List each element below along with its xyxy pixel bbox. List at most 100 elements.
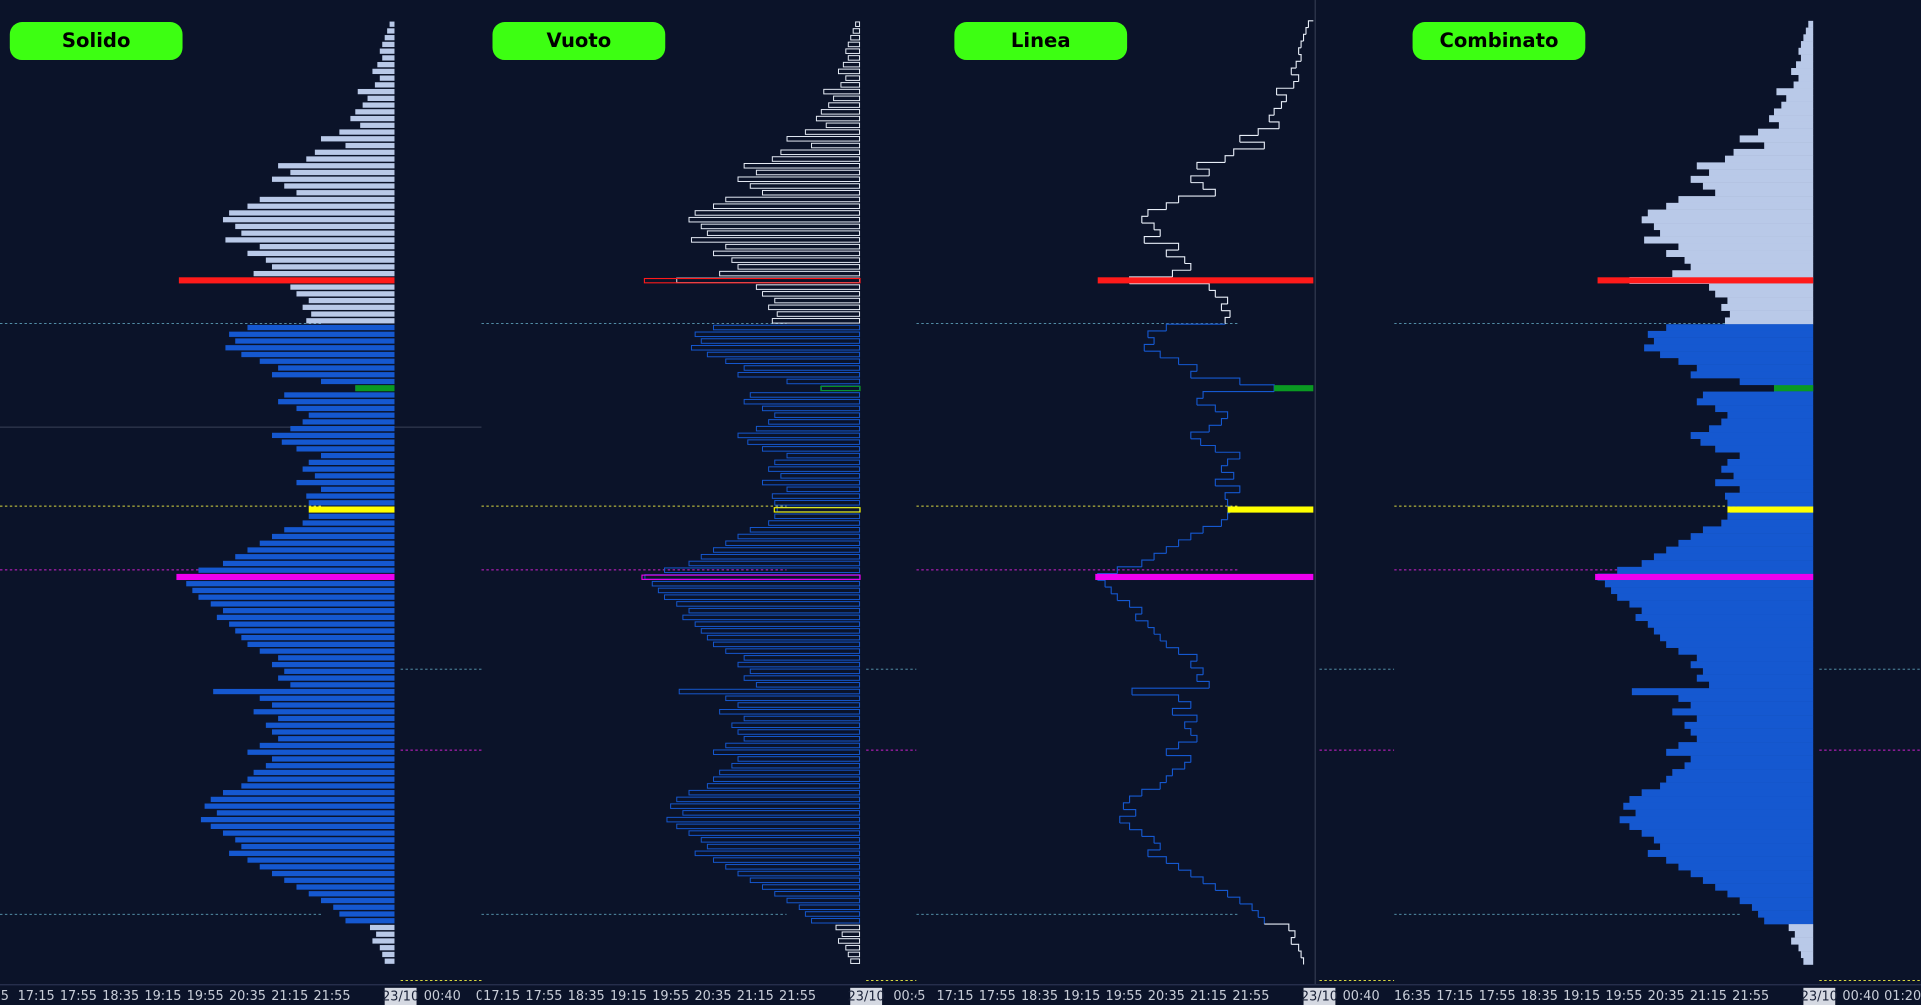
- profile-area: [1690, 701, 1814, 709]
- profile-bar: [676, 796, 861, 803]
- profile-bar: [306, 318, 395, 324]
- time-label: 5: [917, 989, 925, 1004]
- profile-step: [1123, 808, 1137, 817]
- profile-bar: [271, 661, 395, 668]
- profile-bar: [345, 142, 395, 149]
- profile-area: [1666, 640, 1814, 648]
- profile-area: [1709, 681, 1814, 689]
- profile-step: [1225, 498, 1229, 507]
- profile-area: [1631, 688, 1814, 696]
- time-label: 17:15: [18, 989, 55, 1004]
- profile-area: [1672, 769, 1814, 777]
- profile-step: [1298, 53, 1302, 62]
- style-button-label[interactable]: Combinato: [1439, 29, 1558, 52]
- profile-step: [1224, 316, 1231, 325]
- profile-area: [1678, 243, 1814, 251]
- style-button[interactable]: [1412, 22, 1586, 61]
- profile-bar: [296, 446, 395, 452]
- profile-step: [1220, 465, 1228, 473]
- date-label: 23/10: [1801, 990, 1838, 1005]
- profile-bar: [259, 244, 395, 250]
- profile-bar: [296, 405, 395, 412]
- profile-step: [1172, 714, 1198, 722]
- style-button[interactable]: [9, 22, 183, 61]
- time-label: 19:15: [1063, 989, 1100, 1004]
- profile-bar: [828, 102, 861, 108]
- profile-area: [1678, 196, 1814, 204]
- profile-step: [1154, 842, 1161, 850]
- level-marker: [176, 573, 395, 581]
- profile-step: [1302, 33, 1306, 42]
- profile-bar: [700, 338, 861, 344]
- profile-bar: [670, 803, 861, 809]
- profile-step: [1215, 451, 1241, 459]
- style-button[interactable]: [492, 22, 666, 61]
- time-label: 17:55: [979, 989, 1016, 1004]
- time-label: 21:55: [1732, 989, 1769, 1004]
- profile-bar: [355, 109, 395, 115]
- profile-bar: [311, 311, 395, 317]
- profile-step: [1141, 835, 1155, 844]
- style-button[interactable]: [954, 22, 1128, 61]
- profile-area: [1798, 47, 1814, 55]
- profile-step: [1215, 889, 1229, 898]
- style-button-label[interactable]: Solido: [62, 29, 130, 52]
- profile-bar: [271, 264, 395, 270]
- profile-bar: [845, 48, 861, 54]
- profile-bar: [847, 55, 861, 61]
- profile-area: [1715, 405, 1814, 413]
- profile-bar: [290, 284, 395, 290]
- profile-bar: [774, 297, 861, 304]
- profile-bar: [694, 850, 861, 857]
- profile-bar: [700, 223, 861, 230]
- profile-area: [1641, 789, 1814, 797]
- profile-bar: [204, 803, 395, 809]
- profile-bar: [706, 351, 861, 358]
- profile-step: [1291, 74, 1300, 82]
- style-button-label[interactable]: Linea: [1011, 29, 1071, 52]
- profile-step: [1215, 296, 1229, 304]
- profile-bar: [247, 203, 395, 209]
- profile-bar: [259, 864, 395, 870]
- profile-bar: [306, 156, 395, 162]
- profile-bar: [278, 399, 395, 405]
- profile-bar: [235, 628, 395, 634]
- profile-step: [1129, 829, 1143, 837]
- level-marker: [178, 277, 395, 284]
- profile-bar: [210, 796, 395, 803]
- profile-step: [1166, 647, 1180, 655]
- style-button-label[interactable]: Vuoto: [547, 29, 612, 52]
- profile-step: [1209, 289, 1216, 298]
- profile-area: [1800, 54, 1814, 62]
- time-label: 21:15: [1690, 989, 1727, 1004]
- profile-bar: [713, 641, 861, 648]
- profile-area: [1690, 661, 1814, 669]
- profile-bar: [845, 944, 861, 951]
- profile-bar: [198, 594, 395, 600]
- time-label: 20:35: [1648, 989, 1685, 1004]
- profile-bar: [278, 365, 395, 371]
- profile-bar: [676, 823, 861, 830]
- time-label: 5: [1, 989, 9, 1004]
- profile-step: [1239, 134, 1259, 143]
- profile-bar: [771, 493, 861, 499]
- profile-area: [1727, 499, 1814, 507]
- profile-bar: [308, 513, 395, 519]
- profile-area: [1798, 74, 1814, 82]
- profile-bar: [290, 682, 395, 688]
- profile-bar: [682, 810, 861, 816]
- profile-area: [1758, 910, 1814, 918]
- profile-area: [1715, 883, 1814, 891]
- profile-bar: [804, 911, 861, 917]
- profile-area: [1786, 94, 1814, 102]
- profile-bar: [690, 345, 861, 351]
- profile-area: [1678, 694, 1814, 702]
- profile-bar: [247, 324, 395, 331]
- profile-bar: [225, 345, 395, 351]
- profile-step: [1171, 707, 1191, 716]
- profile-area: [1653, 836, 1814, 844]
- profile-bar: [842, 61, 861, 68]
- profile-bar: [719, 270, 861, 277]
- profile-area: [1666, 250, 1814, 258]
- profile-bar: [296, 190, 395, 196]
